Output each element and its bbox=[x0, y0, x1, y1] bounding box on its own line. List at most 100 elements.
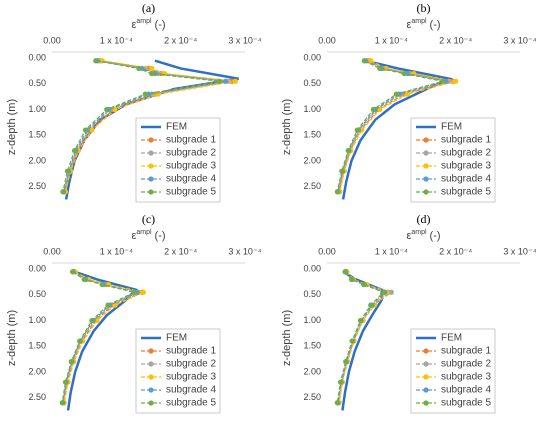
data-point bbox=[62, 379, 69, 385]
data-point bbox=[59, 400, 65, 406]
legend-label: FEM bbox=[166, 122, 187, 133]
data-point bbox=[223, 78, 229, 84]
x-tick-label: 2 x 10⁻⁴ bbox=[439, 35, 472, 45]
x-tick-label: 1 x 10⁻⁴ bbox=[375, 35, 408, 45]
legend-label: subgrade 4 bbox=[166, 385, 216, 396]
fem-line bbox=[66, 270, 138, 411]
data-point bbox=[93, 58, 99, 64]
data-point bbox=[82, 127, 89, 133]
x-axis-label: εampl (-) bbox=[131, 229, 165, 242]
data-point bbox=[354, 127, 360, 133]
legend-label: subgrade 5 bbox=[441, 187, 491, 198]
legend-label: subgrade 4 bbox=[441, 174, 491, 185]
legend-label: subgrade 4 bbox=[441, 385, 491, 396]
legend-marker bbox=[423, 348, 429, 354]
x-tick-label: 3 x 10⁻⁴ bbox=[228, 246, 261, 256]
legend-label: subgrade 5 bbox=[166, 187, 216, 198]
x-tick-label: 2 x 10⁻⁴ bbox=[164, 246, 197, 256]
x-tick-label: 1 x 10⁻⁴ bbox=[100, 246, 133, 256]
legend-marker bbox=[423, 361, 429, 367]
legend-marker bbox=[148, 137, 154, 143]
y-tick-label: 2.50 bbox=[303, 392, 321, 402]
legend-marker bbox=[148, 176, 154, 182]
legend-label: subgrade 1 bbox=[166, 135, 216, 146]
legend-label: subgrade 3 bbox=[441, 161, 491, 172]
series-line bbox=[62, 60, 220, 192]
legend-label: subgrade 1 bbox=[441, 346, 491, 357]
data-point bbox=[64, 168, 71, 174]
data-point bbox=[136, 65, 142, 72]
series-line bbox=[336, 271, 385, 403]
data-point bbox=[94, 317, 100, 324]
data-point bbox=[149, 65, 155, 72]
data-point bbox=[131, 289, 137, 295]
legend-marker bbox=[148, 163, 154, 169]
data-point bbox=[334, 189, 340, 195]
legend-marker bbox=[148, 374, 154, 380]
series-line bbox=[61, 271, 137, 403]
y-tick-label: 0.50 bbox=[28, 78, 46, 88]
data-point bbox=[334, 400, 340, 406]
data-point bbox=[393, 91, 400, 97]
legend-label: subgrade 5 bbox=[441, 398, 491, 409]
x-tick-label: 0.00 bbox=[318, 246, 336, 256]
x-axis-label-symbol: ε bbox=[131, 19, 136, 31]
data-point bbox=[440, 78, 446, 84]
legend-label: subgrade 3 bbox=[166, 372, 216, 383]
data-point bbox=[81, 276, 87, 283]
y-axis-label: z-depth (m) bbox=[6, 310, 18, 366]
x-axis-label-symbol: ε bbox=[131, 230, 136, 242]
data-point bbox=[142, 91, 148, 97]
data-point bbox=[69, 269, 76, 275]
y-tick-label: 0.00 bbox=[28, 53, 46, 63]
x-tick-label: 1 x 10⁻⁴ bbox=[100, 35, 133, 45]
series-line bbox=[62, 60, 226, 192]
x-axis-label-unit: (-) bbox=[155, 230, 166, 242]
y-tick-label: 0.50 bbox=[28, 289, 46, 299]
legend-marker bbox=[423, 374, 429, 380]
y-axis-label: z-depth (m) bbox=[281, 310, 293, 366]
legend-marker bbox=[148, 400, 154, 406]
y-tick-label: 2.50 bbox=[28, 392, 46, 402]
x-tick-label: 1 x 10⁻⁴ bbox=[375, 246, 408, 256]
y-axis-label: z-depth (m) bbox=[6, 99, 18, 155]
data-point bbox=[149, 70, 155, 77]
y-tick-label: 1.00 bbox=[28, 104, 46, 114]
data-point bbox=[339, 168, 345, 174]
y-tick-label: 0.50 bbox=[303, 78, 321, 88]
legend-label: subgrade 2 bbox=[166, 148, 216, 159]
data-point bbox=[140, 289, 146, 295]
fem-line bbox=[341, 59, 454, 200]
data-point bbox=[345, 148, 351, 154]
data-point bbox=[89, 317, 95, 324]
legend-marker bbox=[423, 189, 429, 195]
data-point bbox=[105, 302, 111, 308]
x-axis-label-symbol: ε bbox=[406, 230, 411, 242]
y-tick-label: 2.00 bbox=[28, 366, 46, 376]
legend-label: subgrade 1 bbox=[166, 346, 216, 357]
legend-box bbox=[410, 328, 496, 414]
x-axis-label: εampl (-) bbox=[406, 229, 440, 242]
x-tick-label: 3 x 10⁻⁴ bbox=[228, 35, 261, 45]
legend-marker bbox=[423, 163, 429, 169]
y-tick-label: 1.00 bbox=[303, 315, 321, 325]
data-point bbox=[361, 58, 367, 64]
legend-label: FEM bbox=[441, 333, 462, 344]
legend-marker bbox=[148, 348, 154, 354]
series-line bbox=[338, 271, 388, 403]
y-tick-label: 1.50 bbox=[303, 341, 321, 351]
y-tick-label: 1.00 bbox=[28, 315, 46, 325]
legend-box bbox=[135, 328, 221, 414]
y-tick-label: 0.00 bbox=[303, 53, 321, 63]
legend-marker bbox=[423, 400, 429, 406]
x-axis-label-unit: (-) bbox=[430, 19, 441, 31]
data-point bbox=[77, 338, 83, 344]
y-tick-label: 2.50 bbox=[303, 181, 321, 191]
series-line bbox=[337, 271, 393, 403]
series-line bbox=[337, 271, 387, 403]
x-axis-label: εampl (-) bbox=[131, 18, 165, 31]
y-tick-label: 1.00 bbox=[303, 104, 321, 114]
x-tick-label: 0.00 bbox=[318, 35, 336, 45]
y-tick-label: 2.00 bbox=[303, 366, 321, 376]
series-line bbox=[339, 60, 456, 192]
